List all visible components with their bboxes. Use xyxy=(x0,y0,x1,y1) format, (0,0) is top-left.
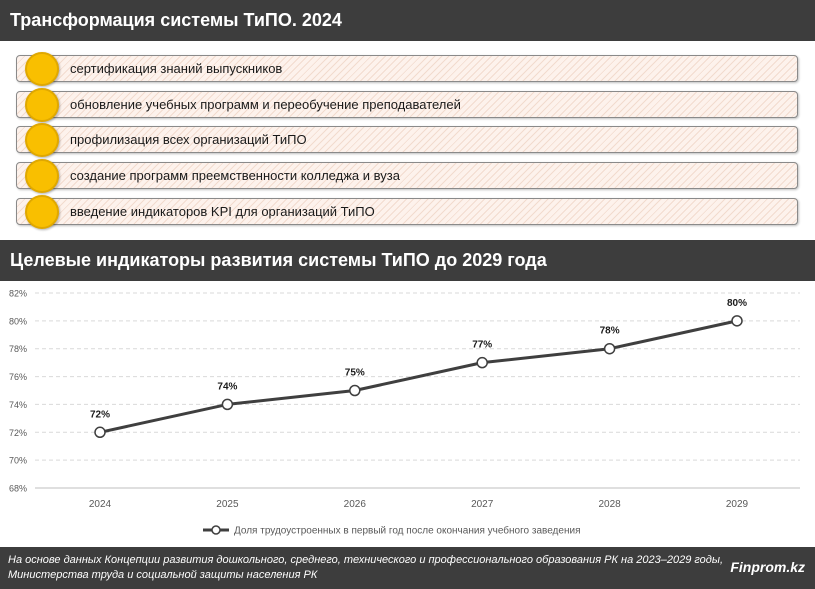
list-item-label: создание программ преемственности коллед… xyxy=(70,168,400,183)
data-point xyxy=(476,356,488,369)
data-point xyxy=(94,426,106,439)
yellow-circle-icon xyxy=(25,195,59,229)
y-tick-label: 68% xyxy=(9,484,27,494)
data-point xyxy=(349,384,361,397)
data-point xyxy=(221,398,234,411)
list-item-label: профилизация всех организаций ТиПО xyxy=(70,132,307,147)
legend-label: Доля трудоустроенных в первый год после … xyxy=(234,525,580,537)
source-note: На основе данных Концепции развития дошк… xyxy=(8,553,738,583)
x-tick-label: 2029 xyxy=(726,499,749,510)
list-item-label: обновление учебных программ и переобучен… xyxy=(70,97,461,112)
source-line: На основе данных Концепции развития дошк… xyxy=(8,554,724,566)
list-item: введение индикаторов KPI для организаций… xyxy=(16,195,798,229)
section-title: Целевые индикаторы развития системы ТиПО… xyxy=(10,250,547,270)
series-line xyxy=(99,319,738,434)
list-item: создание программ преемственности коллед… xyxy=(16,159,798,193)
line-chart: 68% 70% 72% 74% 76% 78% 80% 82% 2024 2025 2026 2027… xyxy=(9,289,800,537)
x-tick-label: 2025 xyxy=(216,499,239,510)
section-header-indicators: Целевые индикаторы развития системы ТиПО… xyxy=(0,240,815,281)
data-label: 77% xyxy=(472,340,492,351)
data-point xyxy=(603,342,616,355)
y-tick-label: 70% xyxy=(9,456,27,466)
data-label: 80% xyxy=(727,298,747,309)
y-tick-label: 82% xyxy=(9,289,27,299)
y-tick-label: 72% xyxy=(9,428,27,438)
data-label: 74% xyxy=(217,381,237,392)
x-tick-label: 2024 xyxy=(89,499,112,510)
list-item-label: введение индикаторов KPI для организаций… xyxy=(70,204,375,219)
data-point xyxy=(731,315,743,327)
y-tick-label: 74% xyxy=(9,400,27,410)
yellow-circle-icon xyxy=(25,88,59,122)
list-item: обновление учебных программ и переобучен… xyxy=(16,88,798,122)
x-tick-label: 2028 xyxy=(598,499,621,510)
section-header-transformation: Трансформация системы ТиПО. 2024 xyxy=(0,0,815,41)
y-tick-label: 78% xyxy=(9,344,27,354)
x-tick-label: 2026 xyxy=(344,499,367,510)
list-item-label: сертификация знаний выпускников xyxy=(70,61,283,76)
yellow-circle-icon xyxy=(25,123,59,157)
x-tick-label: 2027 xyxy=(471,499,494,510)
yellow-circle-icon xyxy=(25,159,59,193)
y-tick-label: 80% xyxy=(9,316,27,326)
section-title: Трансформация системы ТиПО. 2024 xyxy=(10,10,342,30)
list-item: профилизация всех организаций ТиПО xyxy=(16,123,798,157)
legend-marker xyxy=(211,525,221,535)
data-label: 78% xyxy=(600,326,620,337)
list-item: сертификация знаний выпускников xyxy=(16,52,798,86)
data-label: 75% xyxy=(345,368,365,379)
yellow-circle-icon xyxy=(25,52,59,86)
footer: На основе данных Концепции развития дошк… xyxy=(0,547,815,589)
source-line: Министерства труда и социальной защиты н… xyxy=(8,569,318,581)
brand-logo-text: Finprom.kz xyxy=(730,559,805,575)
data-label: 72% xyxy=(90,409,110,420)
y-tick-label: 76% xyxy=(9,372,27,382)
